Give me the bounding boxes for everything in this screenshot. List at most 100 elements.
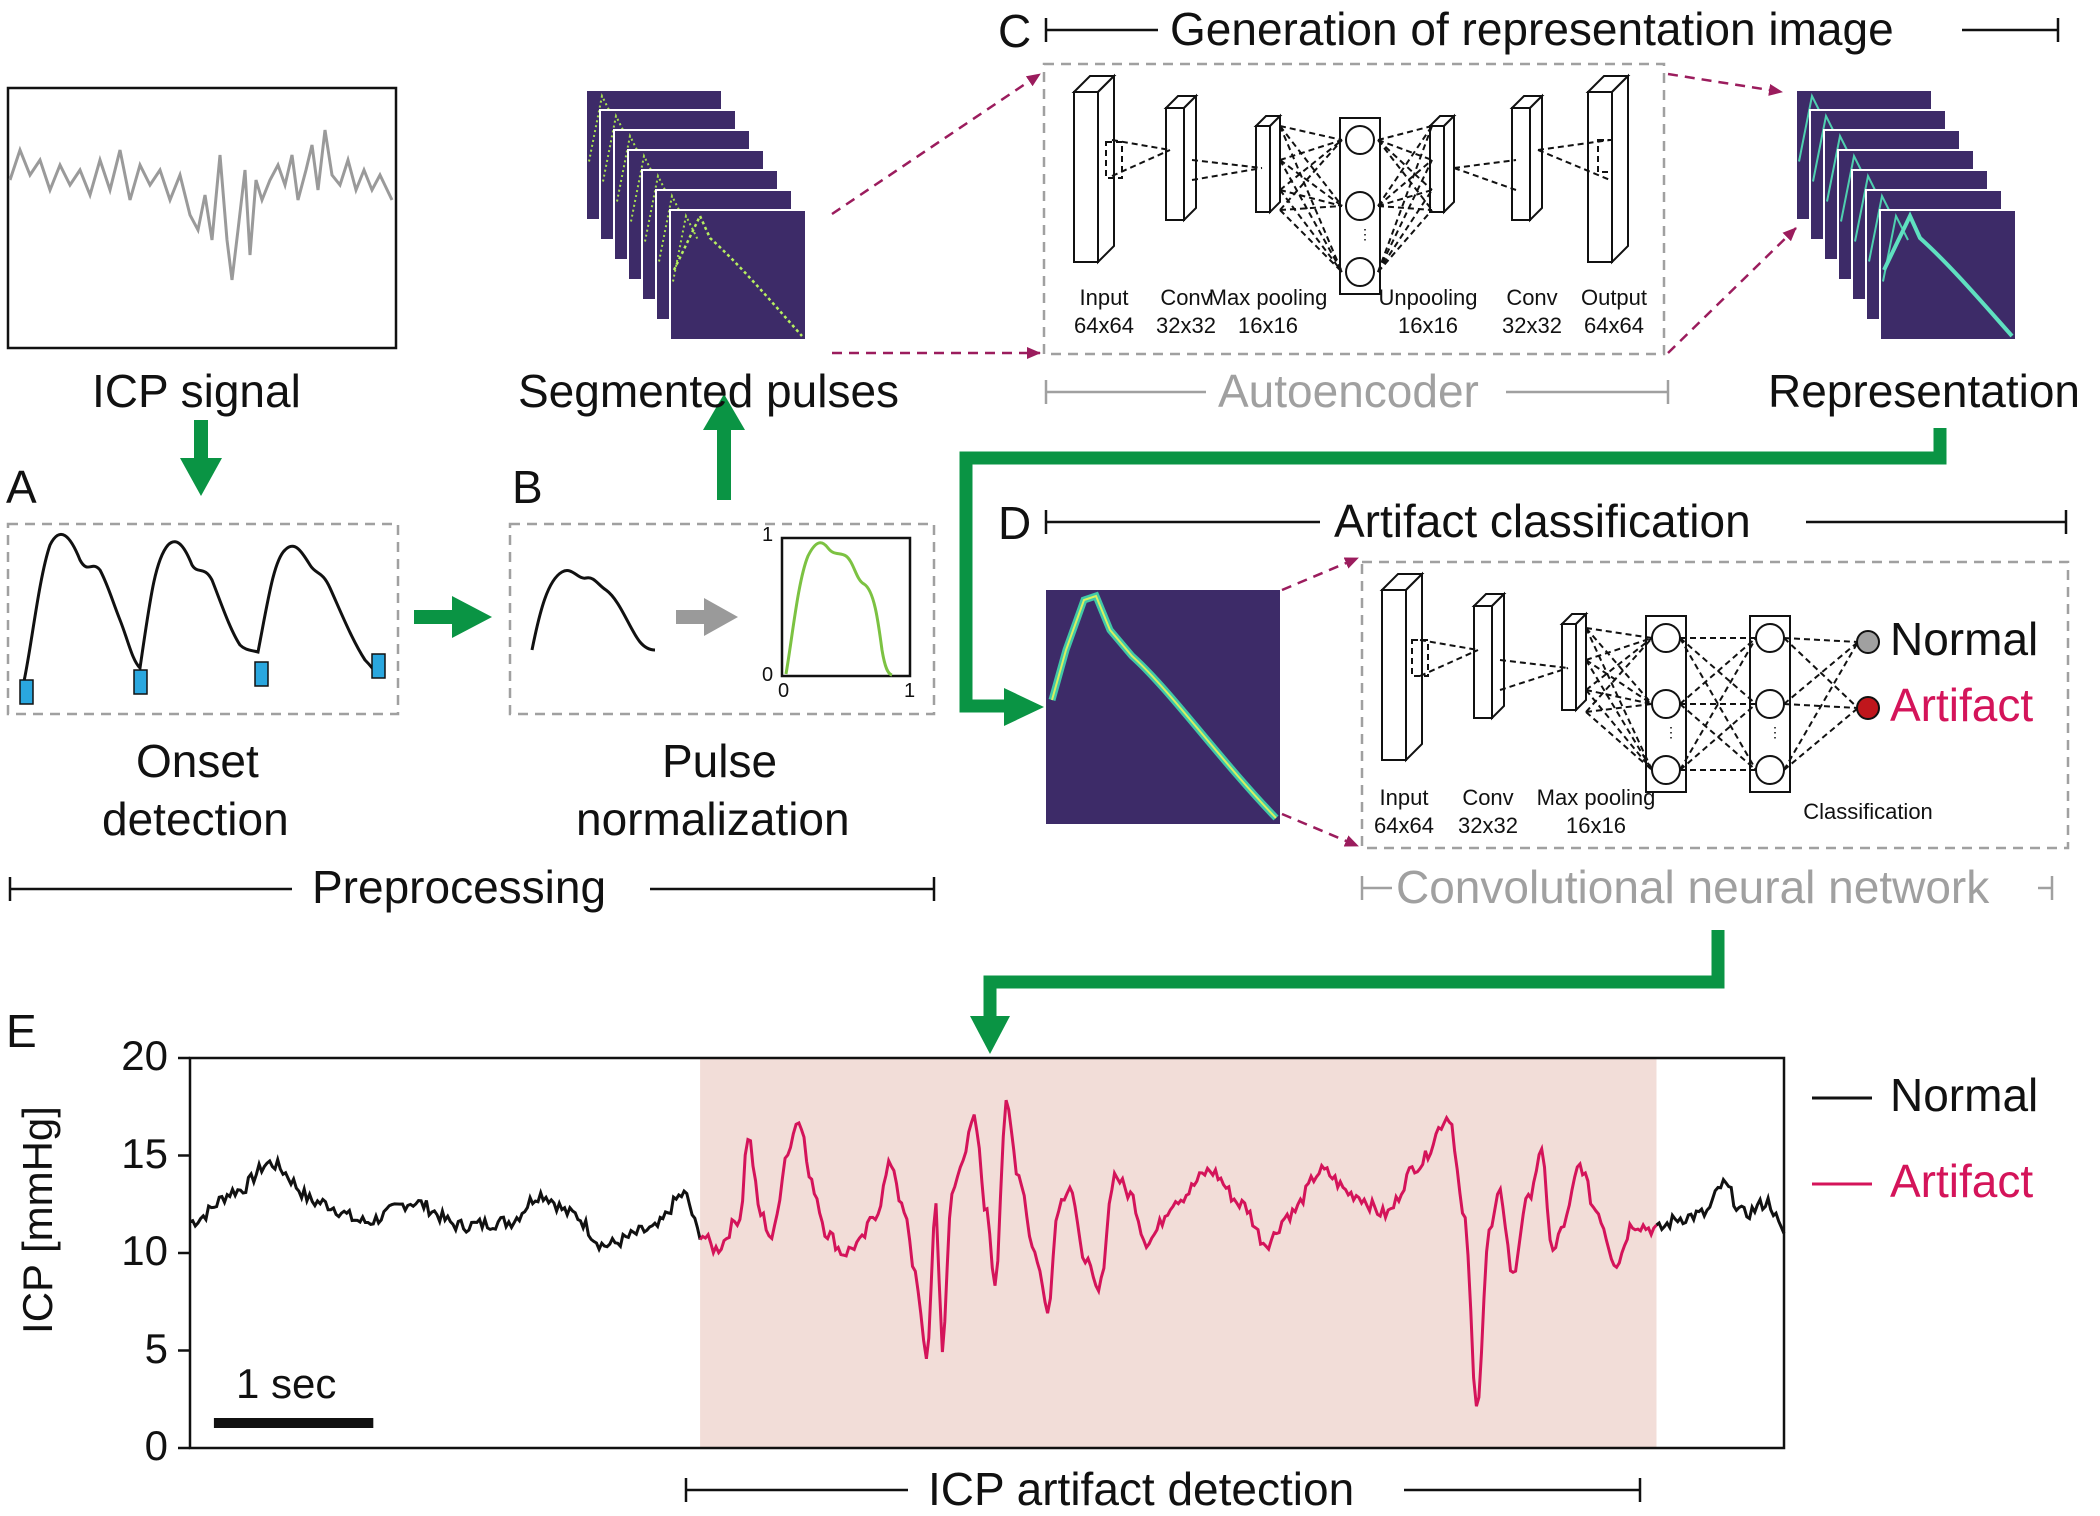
- preprocessing-label: Preprocessing: [312, 861, 607, 913]
- connection: [1585, 627, 1653, 771]
- ae-layer-size: 32x32: [1156, 313, 1216, 338]
- normalized-pulse-curve: [784, 541, 893, 677]
- arrow-ae-to-rep-top: [1667, 72, 1783, 96]
- scalebar: [213, 1418, 374, 1428]
- connection: [1537, 149, 1611, 181]
- pulse-label-2: normalization: [576, 793, 850, 845]
- ae-input-layer: [1073, 91, 1099, 263]
- connection: [1679, 637, 1757, 771]
- connection: [1279, 139, 1343, 211]
- connection: [1377, 125, 1433, 273]
- cnn-layer-name: Classification: [1803, 799, 1933, 824]
- representation-label: Representation: [1768, 365, 2080, 417]
- ae-layer-size: 64x64: [1074, 313, 1134, 338]
- ae-unpool-layer: [1429, 125, 1445, 213]
- ae-input-layer-side: [1097, 73, 1115, 265]
- arrow-to-onset: [180, 420, 222, 496]
- norm-y-top: 1: [762, 524, 774, 546]
- generation-title: Generation of representation image: [1170, 3, 1894, 55]
- pulse-waveform: [530, 569, 656, 652]
- connection: [1679, 637, 1757, 705]
- ae-layer-name: Output: [1580, 285, 1648, 310]
- y-tick-label: 15: [121, 1129, 168, 1177]
- legend-artifact-label: Artifact: [1890, 1155, 2034, 1207]
- classification-bracket: [1044, 510, 2068, 534]
- gray-arrow: [676, 598, 738, 636]
- representation-stack: [1795, 89, 2017, 341]
- connector-rep-to-classifier: [959, 428, 1947, 726]
- pulse-trace: [672, 212, 699, 282]
- ae-output-kernel: [1597, 139, 1613, 173]
- connection: [1191, 167, 1263, 181]
- icp-signal-label: ICP signal: [92, 365, 301, 417]
- connection: [1111, 149, 1171, 177]
- pulse-trace: [616, 132, 643, 202]
- normal-series-line-2: [1655, 1176, 1786, 1235]
- connection: [1585, 689, 1653, 771]
- connection: [1377, 189, 1433, 273]
- ae-bottleneck-neuron: [1345, 191, 1375, 221]
- ae-output-layer-side: [1611, 73, 1629, 265]
- segmented-pulses-stack: [585, 89, 807, 341]
- connection: [1499, 659, 1569, 669]
- pulse-trace: [602, 112, 629, 182]
- cnn-input-layer-side: [1405, 571, 1423, 763]
- connection: [1279, 159, 1343, 273]
- cnn-layer-size: 32x32: [1458, 813, 1518, 838]
- ae-layer-size: 64x64: [1584, 313, 1644, 338]
- connection: [1679, 703, 1757, 771]
- ae-bottleneck-ellipsis: ⋮: [1358, 226, 1372, 242]
- cnn-hidden-1-neuron: [1651, 755, 1681, 785]
- connection: [1585, 711, 1653, 771]
- connection: [1279, 139, 1343, 161]
- representation-image: [1046, 590, 1280, 824]
- norm-x-left: 0: [778, 680, 790, 702]
- cnn-conv-layer: [1473, 605, 1493, 719]
- cnn-pool-layer-side: [1575, 611, 1587, 713]
- onset-marker-3: [254, 661, 269, 687]
- ae-unpool-layer-side: [1443, 113, 1455, 215]
- normalization-box: [508, 522, 936, 716]
- onset-waveform: [20, 532, 376, 691]
- icp-chart: [178, 1056, 1786, 1450]
- ae-kernel: [1105, 141, 1123, 179]
- normalized-plot-frame: [780, 536, 912, 678]
- legend-normal-label: Normal: [1890, 1069, 2039, 1121]
- connection: [1679, 637, 1757, 771]
- arrow-a-to-b: [414, 596, 492, 638]
- onset-label-1: Onset: [136, 735, 259, 787]
- ae-layer-name: Input: [1079, 285, 1129, 310]
- ae-output-layer: [1587, 91, 1613, 263]
- connection: [1499, 667, 1569, 691]
- preprocessing-bracket: [8, 877, 936, 901]
- connection: [1377, 159, 1433, 207]
- cnn-hidden-2-neuron: [1755, 689, 1785, 719]
- connection: [1279, 125, 1343, 273]
- pulse-trace: [630, 152, 657, 222]
- ae-conv-layer: [1165, 107, 1185, 221]
- onset-box: [6, 522, 400, 716]
- cnn-hidden-1-neuron: [1651, 623, 1681, 653]
- ae-layer-name: Conv: [1506, 285, 1558, 310]
- cnn-layer-name: Input: [1379, 785, 1429, 810]
- rep-image-bg: [1046, 590, 1280, 824]
- ae-conv2-layer: [1511, 107, 1531, 221]
- cnn-hidden-2-neuron: [1755, 755, 1785, 785]
- y-tick-label: 0: [144, 1422, 168, 1469]
- connection: [1377, 209, 1433, 273]
- ae-layer-name: Max pooling: [1208, 285, 1328, 310]
- pulse-label-1: Pulse: [662, 735, 778, 787]
- scalebar-label: 1 sec: [236, 1360, 337, 1407]
- connection: [1783, 707, 1859, 771]
- arrow-ae-to-rep-bottom: [1667, 227, 1797, 354]
- rep-image-trace-core: [1051, 594, 1277, 819]
- connection: [1377, 159, 1433, 273]
- norm-x-right: 1: [904, 680, 916, 702]
- connection: [1279, 209, 1343, 273]
- cnn-network: ⋮ ⋮: [1379, 571, 1859, 793]
- connection: [1585, 637, 1653, 713]
- artifact-classification-title: Artifact classification: [1334, 495, 1751, 547]
- icp-signal-trace: [8, 129, 394, 281]
- detection-bracket: [684, 1478, 1642, 1502]
- generation-bracket: [1044, 18, 2060, 42]
